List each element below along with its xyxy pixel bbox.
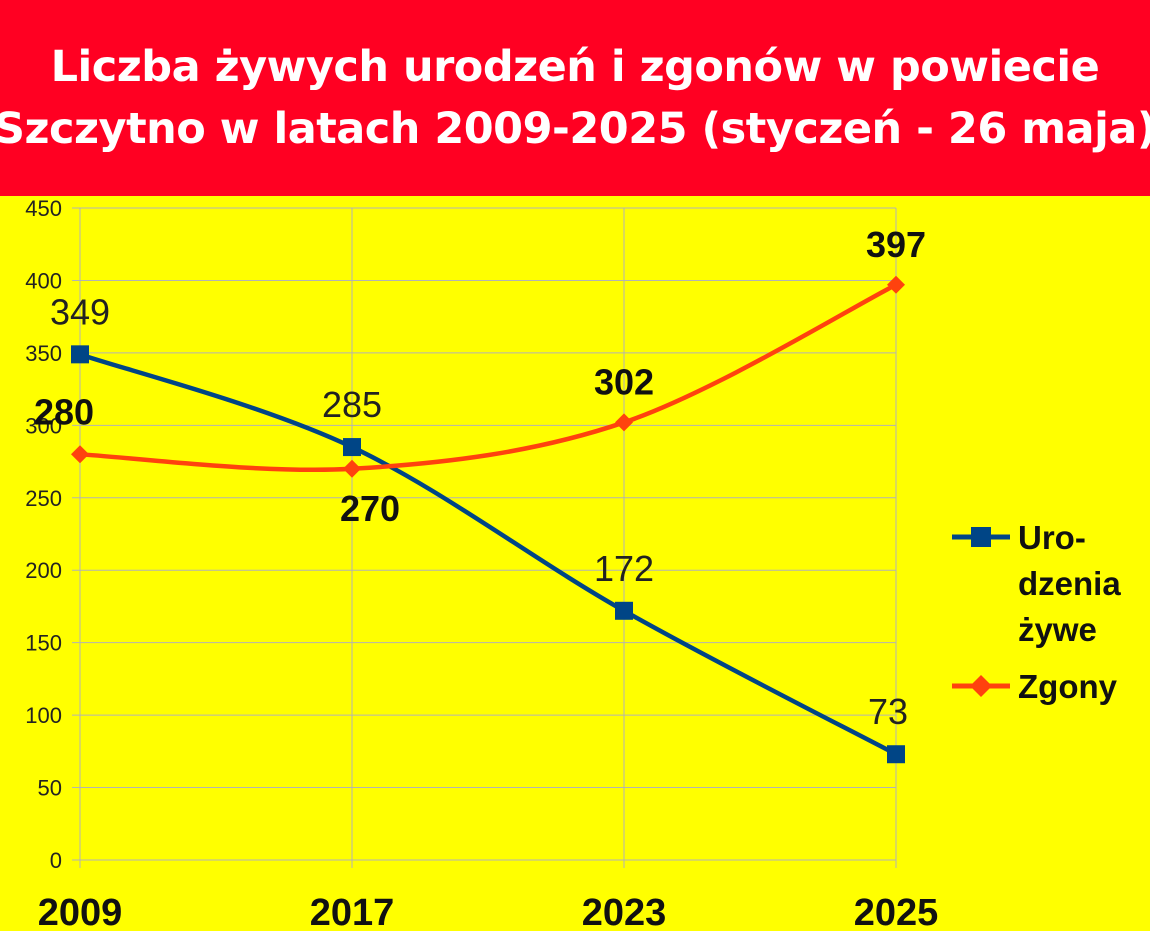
data-point-1-1 [343,459,361,478]
data-point-0-0 [71,345,89,364]
x-tick-label: 2009 [38,892,123,931]
data-point-1-3 [887,275,905,294]
data-point-0-1 [343,438,361,457]
y-tick-label: 450 [25,196,62,221]
y-tick-label: 100 [25,703,62,728]
y-tick-label: 200 [25,558,62,583]
y-tick-label: 0 [50,848,62,873]
series [71,275,905,764]
legend-marker-1 [970,675,992,697]
data-label: 302 [594,361,654,402]
chart-title-line-2: Szczytno w latach 2009-2025 (styczeń - 2… [0,104,1150,154]
data-point-1-2 [615,413,633,432]
data-label: 172 [594,548,654,589]
series-line-0 [77,352,899,757]
series-line-1 [77,282,899,473]
y-tick-label: 300 [25,413,62,438]
legend-label: żywe [1018,611,1097,648]
y-tick-label: 400 [25,268,62,293]
legend-label: Zgony [1018,668,1118,705]
data-point-1-0 [71,445,89,464]
data-label: 397 [866,224,926,265]
legend-label: Uro- [1018,519,1086,556]
data-label: 280 [34,391,94,432]
data-point-0-2 [615,601,633,620]
chart-title-line-1: Liczba żywych urodzeń i zgonów w powieci… [50,42,1100,92]
x-tick-label: 2023 [582,892,667,931]
data-label: 285 [322,384,382,425]
legend: Uro-dzenia żywe Zgony [952,519,1121,705]
y-tick-label: 50 [38,776,62,801]
legend-marker-0 [971,527,991,547]
axes: 0 50 100 150 200 250 300 350 400 450 2009 2017 2023 2… [25,196,938,931]
data-point-0-3 [887,745,905,764]
y-tick-label: 250 [25,486,62,511]
x-tick-label: 2017 [310,892,395,931]
data-label: 270 [340,488,400,529]
x-tick-label: 2025 [854,892,939,931]
y-tick-label: 350 [25,341,62,366]
data-labels: 349 285 172 73 280 270 302 397 [34,224,926,732]
legend-label: dzenia [1018,565,1121,602]
y-tick-label: 150 [25,631,62,656]
data-label: 349 [50,291,110,332]
chart-title: Liczba żywych urodzeń i zgonów w powieci… [0,0,1150,196]
grid [72,207,897,868]
data-label: 73 [868,691,908,732]
